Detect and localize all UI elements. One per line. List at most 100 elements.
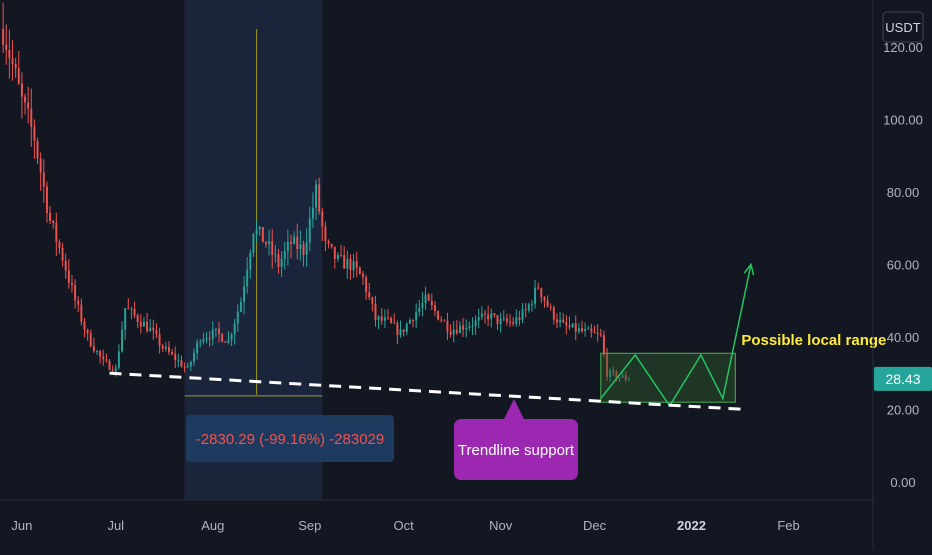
candle-body <box>471 326 474 328</box>
candle-body <box>202 339 205 342</box>
candle-body <box>255 229 258 235</box>
candle-body <box>189 361 192 367</box>
candle-body <box>624 375 627 380</box>
candle-body <box>158 334 161 346</box>
candle-body <box>437 311 440 320</box>
candle-body <box>493 313 496 316</box>
candle-body <box>2 28 5 45</box>
price-axis[interactable]: 0.00 20.00 40.00 60.00 80.00 100.00 120.00 <box>883 40 923 490</box>
candle-body <box>39 158 42 173</box>
candle-body <box>167 346 170 353</box>
trendline-callout: Trendline support <box>454 399 578 480</box>
trendline-support[interactable] <box>109 371 745 411</box>
time-tick-label: Jul <box>107 518 124 533</box>
candle-body <box>149 327 152 332</box>
projection-line <box>600 264 752 408</box>
candle-body <box>224 341 227 343</box>
candle-body <box>74 284 77 301</box>
time-tick-label: Dec <box>583 518 607 533</box>
candle-body <box>361 273 364 278</box>
candle-body <box>387 317 389 319</box>
candle-body <box>183 366 186 368</box>
last-price-bg <box>874 366 932 391</box>
price-tick-label: 80.00 <box>887 185 920 200</box>
time-tick-label: Aug <box>201 518 224 533</box>
candle-body <box>534 287 537 304</box>
candle-body <box>424 294 427 303</box>
candle-body <box>67 270 70 283</box>
candle-body <box>136 315 139 323</box>
candle-body <box>559 319 562 323</box>
candle-body <box>543 297 546 301</box>
candle-body <box>537 287 540 289</box>
time-tick-label: Jun <box>11 518 32 533</box>
candle-body <box>290 241 292 244</box>
candle-body <box>102 356 105 360</box>
candle-body <box>399 329 402 336</box>
candle-body <box>433 305 436 312</box>
candle-body <box>243 286 246 303</box>
candle-body <box>602 335 605 354</box>
candle-body <box>565 322 568 326</box>
candle-body <box>296 236 299 249</box>
candle-body <box>208 338 211 340</box>
candle-body <box>124 308 127 330</box>
candle-body <box>449 331 452 335</box>
candle-body <box>30 108 33 127</box>
candle-body <box>562 319 565 323</box>
candle-body <box>52 220 55 223</box>
candle-body <box>568 325 571 328</box>
candle-body <box>515 317 518 324</box>
candle-body <box>8 49 11 59</box>
candle-body <box>108 360 111 370</box>
price-tick-label: 40.00 <box>887 330 920 345</box>
candle-body <box>252 234 255 253</box>
candle-body <box>230 334 233 340</box>
candle-body <box>484 313 486 315</box>
candle-body <box>530 303 533 305</box>
candle-body <box>152 327 155 331</box>
candle-body <box>99 350 102 357</box>
candle-body <box>505 318 508 322</box>
candles-group <box>2 2 630 383</box>
candle-body <box>33 126 36 141</box>
candle-body <box>180 360 183 367</box>
candle-body <box>49 212 52 221</box>
candle-body <box>540 288 543 298</box>
candle-body <box>171 352 174 354</box>
candle-body <box>393 322 396 324</box>
measure-box: -2830.29 (-99.16%) -283029 <box>186 415 394 462</box>
candle-body <box>415 311 418 321</box>
candle-body <box>430 300 433 306</box>
candle-body <box>346 258 349 269</box>
candle-body <box>280 259 283 267</box>
candle-body <box>218 328 221 335</box>
time-axis[interactable]: Jun Jul Aug Sep Oct Nov Dec 2022 Feb <box>11 518 799 533</box>
candle-body <box>177 360 180 362</box>
time-tick-label: Oct <box>394 518 415 533</box>
time-tick-label: Sep <box>298 518 321 533</box>
candle-body <box>11 58 14 64</box>
candle-body <box>427 294 430 301</box>
candle-body <box>142 321 145 327</box>
candle-body <box>268 241 271 245</box>
currency-badge[interactable]: USDT <box>882 11 924 43</box>
candle-body <box>512 322 515 324</box>
candle-body <box>308 218 311 243</box>
candle-body <box>111 369 114 372</box>
candle-body <box>499 318 502 325</box>
candle-body <box>333 246 336 259</box>
price-tick-label: 120.00 <box>883 40 923 55</box>
candle-body <box>462 325 465 330</box>
time-tick-label: Feb <box>777 518 799 533</box>
candle-body <box>465 327 468 330</box>
candle-body <box>571 323 574 328</box>
candle-body <box>402 329 405 333</box>
projection-arrowhead <box>743 262 755 276</box>
measure-box-bg <box>186 415 394 462</box>
candle-body <box>502 318 505 320</box>
candle-body <box>293 236 296 244</box>
candle-body <box>139 322 142 327</box>
candle-body <box>490 313 493 320</box>
